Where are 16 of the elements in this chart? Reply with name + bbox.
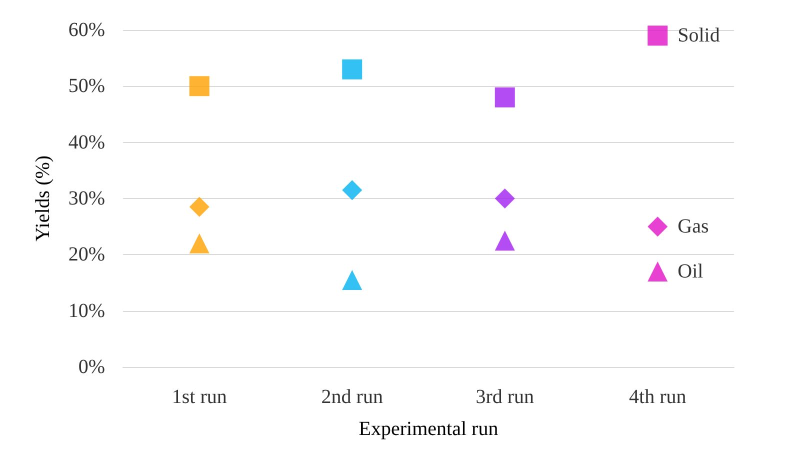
y-tick-label: 0% xyxy=(78,356,105,378)
series-label: Gas xyxy=(678,216,709,238)
y-tick-label: 10% xyxy=(68,300,105,322)
y-tick-label: 20% xyxy=(68,244,105,266)
y-tick-label: 60% xyxy=(68,19,105,41)
y-tick-label: 30% xyxy=(68,188,105,210)
x-tick-label: 2nd run xyxy=(321,386,383,408)
x-axis-title: Experimental run xyxy=(358,418,498,440)
x-tick-label: 4th run xyxy=(629,386,686,408)
series-label: Oil xyxy=(678,260,704,283)
x-tick-label: 1st run xyxy=(172,386,227,408)
series-label: Solid xyxy=(678,24,720,47)
y-tick-label: 40% xyxy=(68,131,105,154)
y-tick-label: 50% xyxy=(68,75,105,98)
x-tick-label: 3rd run xyxy=(476,386,534,408)
y-axis-title: Yields (%) xyxy=(32,155,54,242)
